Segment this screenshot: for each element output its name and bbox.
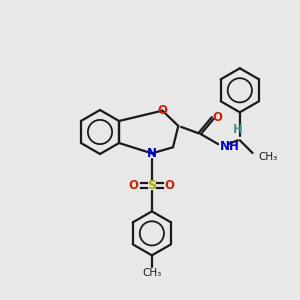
Text: O: O bbox=[213, 111, 223, 124]
Text: NH: NH bbox=[220, 140, 240, 153]
Text: O: O bbox=[165, 179, 175, 192]
Text: CH₃: CH₃ bbox=[259, 152, 278, 162]
Text: N: N bbox=[147, 147, 157, 160]
Text: S: S bbox=[147, 179, 156, 192]
Text: CH₃: CH₃ bbox=[142, 268, 161, 278]
Text: H: H bbox=[233, 123, 243, 136]
Text: O: O bbox=[158, 104, 167, 117]
Text: O: O bbox=[129, 179, 139, 192]
